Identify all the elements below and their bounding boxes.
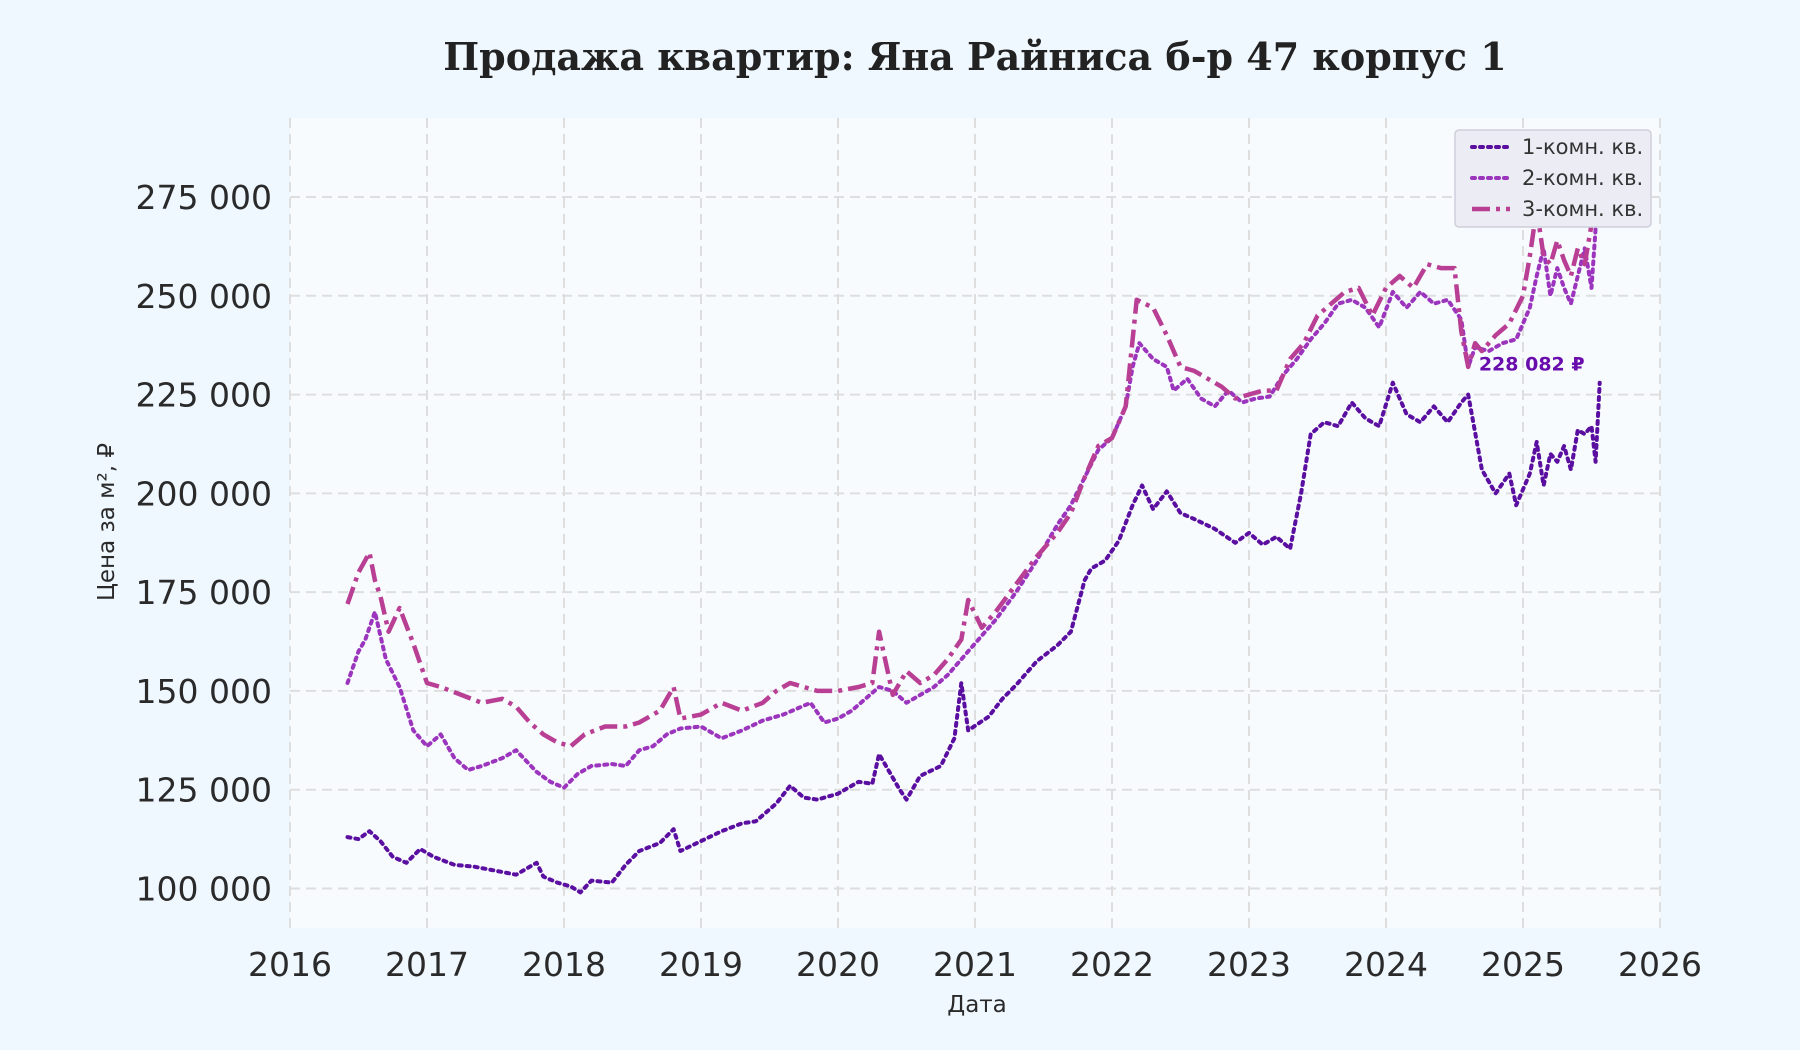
chart-title: Продажа квартир: Яна Райниса б-р 47 корп… [443, 34, 1506, 79]
x-tick-label: 2023 [1207, 945, 1291, 984]
x-tick-label: 2019 [659, 945, 743, 984]
y-tick-label: 225 000 [136, 376, 272, 415]
y-tick-label: 200 000 [136, 474, 272, 513]
x-axis-ticks: 2016 2017 2018 2019 2020 2021 2022 2023 2024 2025… [248, 945, 1702, 984]
x-tick-label: 2021 [933, 945, 1017, 984]
legend-label-3: 3-комн. кв. [1522, 197, 1643, 221]
series-layer [345, 158, 1602, 895]
end-value-label-1: 228 082 ₽ [1479, 354, 1585, 376]
y-tick-label: 100 000 [136, 869, 272, 908]
y-tick-label: 150 000 [136, 672, 272, 711]
x-tick-label: 2017 [385, 945, 469, 984]
y-tick-label: 250 000 [136, 277, 272, 316]
x-tick-label: 2018 [522, 945, 606, 984]
y-axis-ticks: 100 000 125 000 150 000 175 000 200 000 225 0… [136, 178, 272, 908]
legend-box [1454, 129, 1652, 228]
series-line-3 [345, 158, 1602, 749]
y-tick-label: 275 000 [136, 178, 272, 217]
legend-label-1: 1-комн. кв. [1522, 135, 1643, 159]
x-tick-label: 2016 [248, 945, 332, 984]
x-tick-label: 2025 [1481, 945, 1565, 984]
x-tick-label: 2022 [1070, 945, 1154, 984]
series-line-1 [345, 380, 1602, 895]
legend: 1-комн. кв. 2-комн. кв. 3-комн. кв. [1454, 129, 1652, 228]
grid [289, 118, 1661, 928]
x-tick-label: 2024 [1344, 945, 1428, 984]
y-tick-label: 125 000 [136, 771, 272, 810]
x-tick-label: 2020 [796, 945, 880, 984]
y-tick-label: 175 000 [136, 573, 272, 612]
x-axis-label: Дата [947, 992, 1007, 1018]
x-tick-label: 2026 [1618, 945, 1702, 984]
y-axis-label: Цена за м², ₽ [94, 443, 120, 601]
legend-label-2: 2-комн. кв. [1522, 166, 1643, 190]
